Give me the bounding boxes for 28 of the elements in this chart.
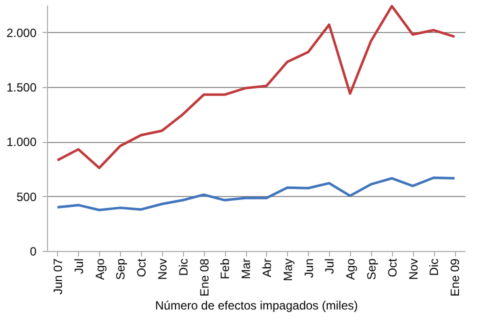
x-tick-label: Jul xyxy=(322,258,337,274)
x-tick-label: Nov xyxy=(406,258,420,280)
x-tick-label: Ene 09 xyxy=(448,258,462,297)
x-tick-label: Ene 08 xyxy=(197,258,212,297)
x-tick-label: Sep xyxy=(364,258,378,280)
x-tick-label: Jul xyxy=(72,258,86,274)
x-tick-label: Mar xyxy=(239,258,254,280)
y-tick-label: 500 xyxy=(16,190,37,204)
x-tick-label: Dic xyxy=(427,258,442,276)
x-tick-label: Feb xyxy=(218,258,232,280)
x-tick-label: Abr xyxy=(260,258,274,278)
x-tick-label: Oct xyxy=(385,258,400,278)
y-tick-label: 0 xyxy=(30,244,37,258)
x-axis-title: Número de efectos impagados (miles) xyxy=(155,298,358,313)
x-tick-label: Jun xyxy=(302,258,316,278)
x-tick-label: Nov xyxy=(155,258,170,280)
y-tick-label: 1.000 xyxy=(6,135,37,150)
y-tick-label: 2.000 xyxy=(6,26,37,40)
x-tick-label: Ago xyxy=(344,258,358,280)
x-tick-label: Jun 07 xyxy=(50,258,65,295)
line-series xyxy=(56,176,456,212)
y-tick-label: 1.500 xyxy=(6,80,37,94)
x-tick-label: May xyxy=(280,258,295,282)
x-tick-label: Dic xyxy=(176,258,190,276)
x-tick-label: Sep xyxy=(114,258,128,280)
x-tick-label: Oct xyxy=(134,258,149,278)
line-series xyxy=(56,5,456,170)
x-tick-label: Ago xyxy=(92,258,107,280)
